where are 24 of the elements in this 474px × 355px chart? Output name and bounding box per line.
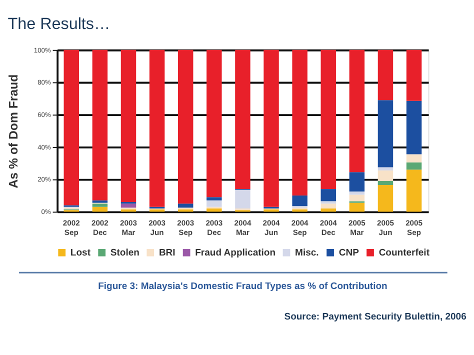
y-axis-title: As % of Dom Fraud <box>6 74 21 188</box>
source-note: Source: Payment Security Bulettin, 2006 <box>284 311 466 322</box>
legend-label: Lost <box>70 247 92 258</box>
x-tick-label: 2005 Sep <box>406 218 424 238</box>
legend-label: BRI <box>158 247 176 258</box>
x-tick-label: 2005 Jun <box>377 218 395 238</box>
x-tick-label: 2003 Mar <box>120 218 137 238</box>
caption: Figure 3: Malaysia's Domestic Fraud Types as % of Contribution <box>98 280 388 292</box>
x-tick-label: 2005 Mar <box>348 218 366 238</box>
x-tick-label: 2002 Dec <box>91 218 108 238</box>
legend-label: Misc. <box>295 247 319 258</box>
x-tick-label: 2002 Sep <box>62 218 80 238</box>
x-tick-label: 2004 Sep <box>291 218 310 238</box>
legend-label: CNP <box>338 247 360 258</box>
legend-label: Stolen <box>110 247 140 258</box>
x-tick-label: 2003 Dec <box>206 218 223 238</box>
chart-title: The Results… <box>8 14 110 33</box>
x-tick-label: 2003 Jun <box>148 218 166 238</box>
legend-label: Counterfeit <box>378 247 430 258</box>
x-tick-label: 2003 Sep <box>177 218 194 238</box>
x-tick-label: 2004 Mar <box>234 218 252 238</box>
legend-label: Fraud Application <box>195 247 276 258</box>
x-tick-label: 2004 Dec <box>320 218 338 238</box>
x-tick-label: 2004 Jun <box>262 218 280 238</box>
